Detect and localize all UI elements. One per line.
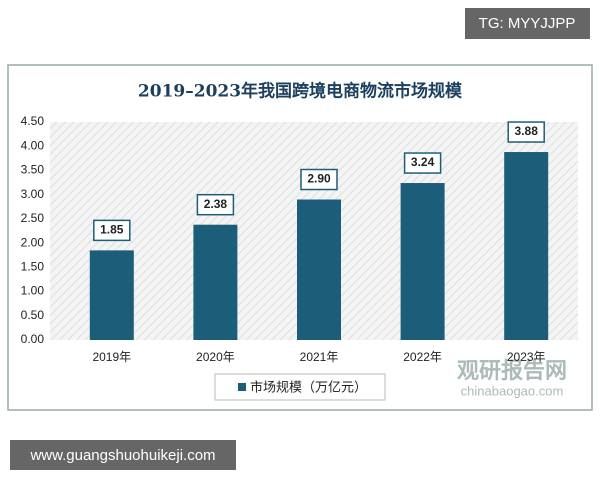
y-tick-label: 4.00 bbox=[21, 138, 45, 152]
y-tick-label: 1.50 bbox=[21, 260, 45, 274]
chart-title: 2019–2023年我国跨境电商物流市场规模 bbox=[138, 81, 463, 102]
y-tick-label: 4.50 bbox=[21, 114, 45, 128]
y-tick-label: 0.50 bbox=[21, 308, 45, 322]
value-label-box bbox=[93, 219, 131, 242]
value-label: 3.88 bbox=[515, 124, 539, 138]
value-label: 1.85 bbox=[100, 223, 124, 237]
value-label-box bbox=[403, 152, 442, 174]
legend-swatch bbox=[238, 383, 246, 391]
x-tick-label: 2021年 bbox=[300, 350, 339, 364]
value-label: 2.38 bbox=[204, 197, 228, 211]
x-tick-label: 2020年 bbox=[196, 350, 235, 364]
value-label-box bbox=[507, 121, 545, 143]
value-label: 2.90 bbox=[307, 172, 331, 186]
tag-box bbox=[465, 8, 590, 39]
legend-label: 市场规模（万亿元） bbox=[250, 379, 367, 394]
bar bbox=[193, 224, 238, 340]
y-tick-label: 0.00 bbox=[21, 332, 45, 346]
logo-watermark: 观研报告网 bbox=[457, 358, 567, 383]
bar bbox=[89, 250, 134, 340]
bar bbox=[297, 199, 341, 340]
bar bbox=[400, 183, 445, 340]
site-text: www.guangshuohuikeji.com bbox=[29, 447, 215, 464]
x-tick-label: 2023年 bbox=[507, 350, 546, 364]
logo-url: chinabaogao.com bbox=[461, 383, 564, 398]
y-tick-label: 3.50 bbox=[21, 163, 45, 177]
x-tick-label: 2022年 bbox=[403, 350, 442, 364]
value-label-box bbox=[300, 168, 338, 191]
y-tick-label: 2.50 bbox=[21, 211, 45, 225]
tag-text: TG: MYYJJPP bbox=[479, 15, 576, 32]
y-tick-label: 2.00 bbox=[21, 235, 45, 249]
bar bbox=[504, 152, 549, 340]
value-label: 3.24 bbox=[411, 155, 435, 169]
value-label-box bbox=[196, 193, 235, 216]
y-tick-label: 3.00 bbox=[21, 187, 45, 201]
y-tick-label: 1.00 bbox=[21, 284, 45, 298]
x-tick-label: 2019年 bbox=[92, 350, 131, 364]
site-box bbox=[10, 440, 236, 470]
